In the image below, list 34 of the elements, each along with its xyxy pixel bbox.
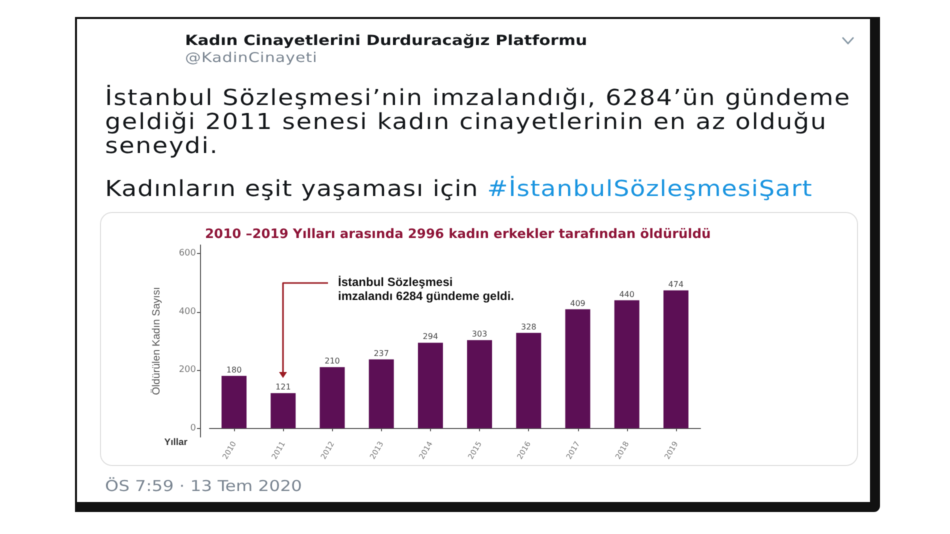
data-label: 180 [226, 365, 242, 374]
text: Kadınların eşit yaşaması için [105, 177, 479, 202]
bar [614, 300, 640, 428]
data-label: 474 [668, 280, 684, 289]
bar [565, 309, 590, 428]
text: ÖS 7:59 · 13 Tem 2020 [105, 477, 302, 495]
text: Kadın Cinayetlerini Durduracağız Platformu [185, 33, 588, 49]
data-label: 237 [374, 348, 389, 358]
y-axis-title: Öldürülen Kadın Sayısı [150, 287, 162, 395]
y-tick-label: 200 [178, 365, 196, 376]
bar [368, 359, 394, 428]
data-label: 210 [324, 356, 340, 366]
y-tick-label: 600 [178, 248, 196, 259]
data-label: 440 [619, 290, 634, 299]
text: İstanbul Sözleşmesi’nin imzalandığı, 6284’ün gündeme geldiği 2011 senesi kadın cinayetlerinin en az olduğu seneydi. [105, 86, 852, 159]
bar [222, 376, 247, 428]
bar [320, 367, 345, 428]
bar [663, 290, 688, 428]
text: @KadinCinayeti [185, 50, 318, 66]
data-label: 303 [472, 330, 488, 339]
annotation: İstanbul Sözleşmesi imzalandı 6284 gündeme geldi. [338, 275, 514, 303]
x-axis-title: Yıllar [164, 436, 188, 448]
data-label: 328 [521, 322, 536, 332]
bar [467, 340, 492, 428]
bar [270, 393, 296, 428]
bar [418, 342, 443, 428]
y-tick-label: 400 [178, 306, 196, 317]
data-label: 294 [422, 332, 438, 342]
data-label: 121 [276, 382, 291, 392]
data-label: 409 [570, 298, 586, 308]
bar [516, 332, 542, 428]
chart-title: 2010 –2019 Yılları arasında 2996 kadın erkekler tarafından öldürüldü [205, 227, 711, 242]
text: #İstanbulSözleşmesiŞart [487, 177, 813, 202]
y-tick-label: 0 [190, 423, 196, 434]
